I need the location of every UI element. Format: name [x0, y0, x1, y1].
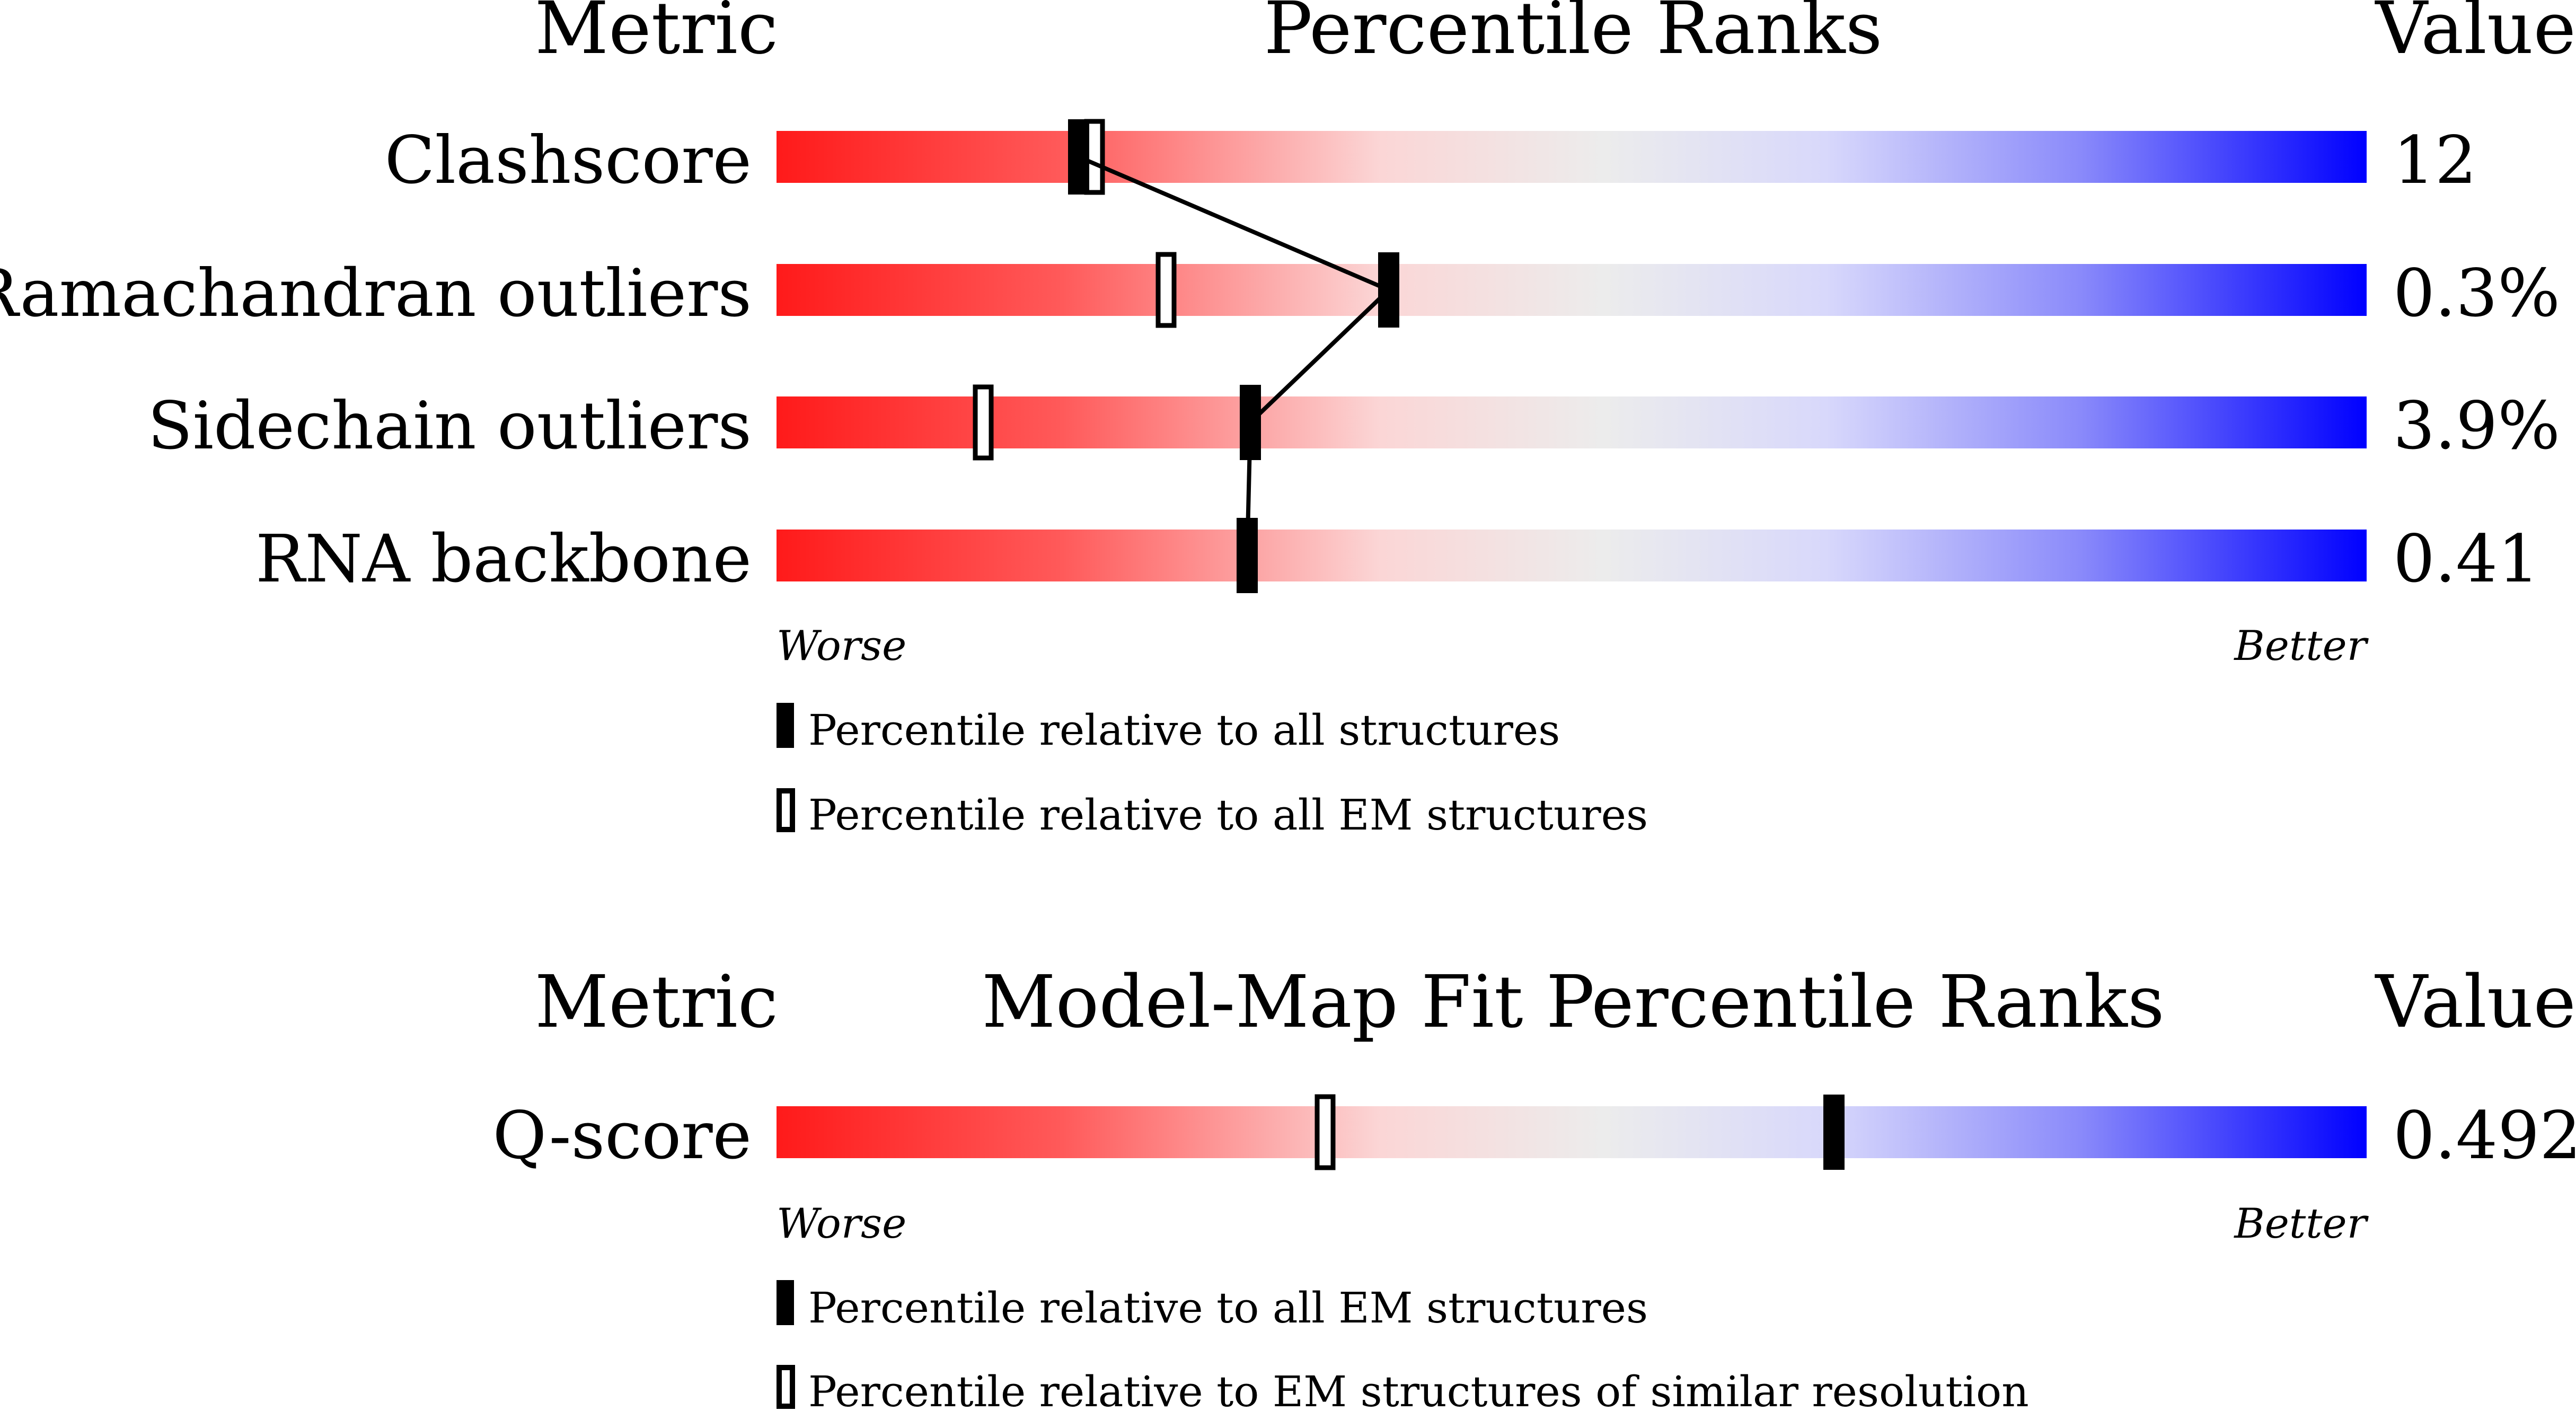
legend: Percentile relative to all EM structures…: [777, 1280, 2029, 1411]
better-label: Better: [2233, 1200, 2369, 1248]
legend: Percentile relative to all structures Pe…: [777, 703, 1648, 840]
metric-label: RNA backbone: [255, 521, 752, 597]
panel-percentile-ranks: Metric Percentile Ranks Value Clashscore…: [0, 0, 2576, 840]
all-percentile-marker: [1237, 518, 1258, 593]
percentile-bar: [777, 396, 2367, 448]
header-metric: Metric: [535, 0, 778, 70]
header-metric: Metric: [535, 960, 778, 1044]
legend-label-em-structures: Percentile relative to all EM structures: [808, 790, 1648, 840]
legend-hollow-marker: [777, 788, 795, 832]
all-structures-connector-line: [1078, 155, 1393, 556]
metric-row-q-score: Q-score 0.492: [493, 1098, 2576, 1174]
legend-hollow-marker: [777, 1365, 795, 1409]
header-value: Value: [2375, 0, 2576, 70]
metric-row-rna-backbone: RNA backbone 0.41: [255, 521, 2539, 597]
all-percentile-marker: [1823, 1095, 1845, 1170]
percentile-bar: [777, 530, 2367, 581]
metric-value: 12: [2393, 122, 2477, 199]
all-percentile-marker: [1378, 252, 1399, 328]
percentile-bar: [777, 131, 2367, 183]
metric-row-clashscore: Clashscore 12: [385, 122, 2477, 199]
header-value: Value: [2375, 960, 2576, 1044]
worse-label: Worse: [777, 1200, 906, 1248]
percentile-markers: [1315, 1094, 1845, 1170]
all-percentile-marker: [1240, 385, 1261, 460]
percentile-bar: [777, 1106, 2367, 1158]
legend-label-all-em-structures: Percentile relative to all EM structures: [808, 1283, 1648, 1333]
metric-value: 0.41: [2393, 521, 2539, 597]
percentile-bar: [777, 264, 2367, 316]
metric-value: 3.9%: [2393, 388, 2560, 464]
em-percentile-marker: [1315, 1094, 1336, 1170]
worse-label: Worse: [777, 622, 906, 670]
panel-model-map-fit: Metric Model-Map Fit Percentile Ranks Va…: [493, 960, 2576, 1411]
all-percentile-marker: [1068, 119, 1089, 195]
metric-row-sidechain-outliers: Sidechain outliers 3.9%: [148, 388, 2561, 464]
legend-label-all-structures: Percentile relative to all structures: [808, 706, 1560, 755]
header-title: Model-Map Fit Percentile Ranks: [982, 960, 2164, 1044]
legend-label-similar-resolution: Percentile relative to EM structures of …: [808, 1367, 2029, 1411]
metric-label: Ramachandran outliers: [0, 255, 752, 332]
metric-value: 0.3%: [2393, 255, 2560, 332]
metric-row-ramachandran-outliers: Ramachandran outliers 0.3%: [0, 255, 2560, 332]
percentile-markers: [973, 119, 1399, 593]
better-label: Better: [2233, 622, 2369, 670]
metric-value: 0.492: [2393, 1098, 2576, 1174]
em-percentile-marker: [1155, 252, 1177, 328]
metric-label: Q-score: [493, 1098, 752, 1174]
em-percentile-marker: [973, 384, 994, 461]
legend-filled-marker: [777, 1280, 794, 1325]
legend-filled-marker: [777, 703, 794, 748]
header-title: Percentile Ranks: [1264, 0, 1883, 70]
metric-label: Clashscore: [385, 122, 752, 199]
metric-label: Sidechain outliers: [148, 388, 752, 464]
